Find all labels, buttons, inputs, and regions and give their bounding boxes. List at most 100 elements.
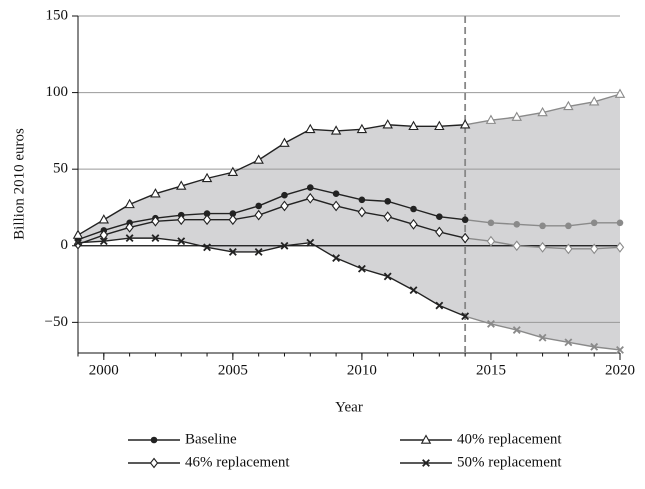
marker — [486, 235, 496, 247]
marker — [539, 222, 546, 230]
marker — [202, 214, 212, 226]
marker — [358, 196, 366, 204]
marker — [125, 234, 134, 243]
range-area — [78, 94, 620, 350]
marker — [487, 219, 495, 227]
marker — [74, 238, 82, 247]
marker — [420, 434, 432, 444]
marker — [511, 111, 522, 121]
y-tick-label: 100 — [46, 84, 69, 100]
marker — [590, 342, 599, 351]
legend-label: 40% replacement — [457, 431, 562, 447]
marker — [435, 226, 444, 238]
marker — [357, 264, 366, 273]
marker — [151, 215, 160, 227]
legend-item: 50% replacement — [400, 454, 562, 470]
series-line — [77, 124, 466, 236]
marker — [99, 237, 108, 246]
marker — [331, 200, 341, 212]
marker — [149, 457, 159, 469]
marker — [254, 247, 263, 256]
marker — [203, 210, 211, 217]
marker — [306, 184, 314, 191]
marker — [281, 191, 288, 199]
marker — [408, 120, 419, 131]
marker — [410, 205, 417, 213]
marker — [565, 222, 572, 230]
marker — [485, 114, 497, 124]
marker — [203, 243, 211, 252]
marker — [460, 232, 470, 244]
marker — [564, 338, 573, 347]
marker — [229, 210, 237, 217]
marker — [150, 188, 161, 198]
marker — [227, 166, 239, 176]
marker — [253, 154, 264, 164]
marker — [176, 180, 187, 190]
marker — [459, 119, 471, 129]
marker — [513, 221, 521, 228]
marker — [512, 326, 521, 334]
x-tick-label: 2005 — [218, 362, 248, 378]
legend-item: Baseline — [128, 431, 237, 447]
marker — [487, 319, 495, 328]
marker — [98, 214, 110, 224]
marker — [435, 301, 444, 310]
legend-label: 50% replacement — [457, 454, 562, 470]
marker — [409, 286, 418, 295]
marker — [150, 436, 158, 444]
marker — [125, 221, 134, 233]
y-tick-label: 0 — [61, 237, 69, 253]
series-line — [77, 237, 466, 317]
legend-item: 40% replacement — [400, 431, 562, 447]
marker — [614, 88, 626, 98]
marker — [330, 125, 342, 135]
marker — [383, 272, 392, 281]
marker — [538, 241, 547, 253]
marker — [280, 241, 289, 250]
y-tick-label: 50 — [53, 161, 68, 177]
x-axis-label: Year — [335, 399, 363, 415]
marker — [279, 137, 290, 147]
marker — [255, 202, 262, 210]
marker — [306, 238, 315, 247]
x-tick-label: 2015 — [476, 362, 506, 378]
marker — [177, 237, 186, 246]
y-tick-label: −50 — [45, 314, 68, 330]
marker — [588, 96, 600, 106]
marker — [201, 172, 213, 183]
marker — [384, 198, 392, 205]
marker — [332, 254, 341, 262]
marker — [306, 192, 315, 204]
marker — [461, 312, 470, 321]
marker — [151, 234, 160, 243]
marker — [537, 106, 548, 117]
marker — [254, 209, 263, 221]
marker — [280, 200, 289, 212]
marker — [590, 219, 598, 227]
marker — [228, 247, 237, 256]
x-tick-label: 2000 — [89, 362, 119, 378]
series-line — [77, 197, 466, 245]
legend-label: 46% replacement — [185, 454, 290, 470]
series-line — [77, 186, 466, 241]
marker — [99, 229, 109, 241]
marker — [124, 198, 135, 209]
marker — [616, 345, 624, 354]
marker — [616, 219, 624, 227]
marker — [356, 123, 368, 134]
marker — [538, 333, 547, 342]
marker — [589, 243, 599, 255]
marker — [409, 218, 418, 230]
marker — [512, 240, 521, 252]
marker — [563, 100, 574, 111]
marker — [436, 213, 443, 220]
marker — [564, 243, 573, 255]
marker — [177, 214, 186, 226]
x-tick-label: 2020 — [605, 362, 635, 378]
marker — [461, 216, 469, 224]
y-axis-label: Billion 2010 euros — [11, 128, 27, 240]
marker — [383, 211, 392, 223]
marker — [357, 206, 367, 218]
marker — [422, 459, 430, 467]
